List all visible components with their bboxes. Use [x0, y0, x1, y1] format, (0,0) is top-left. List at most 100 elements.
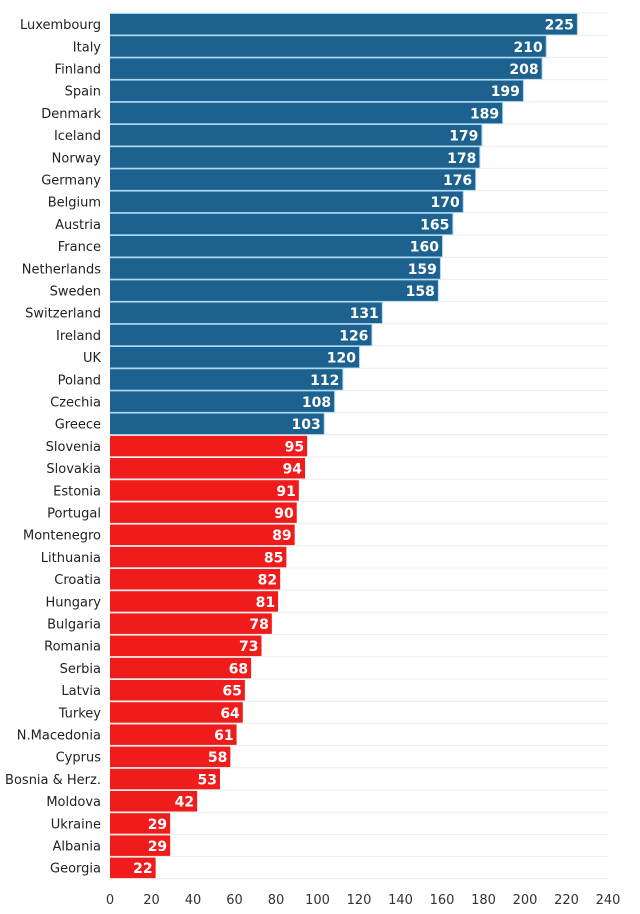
data-label: 210 [514, 40, 543, 56]
data-label: 176 [443, 173, 472, 189]
data-label: 179 [449, 129, 478, 145]
bar [110, 480, 299, 501]
category-label: Croatia [54, 573, 101, 588]
data-label: 131 [350, 306, 379, 322]
bar [110, 524, 295, 546]
category-label: Bosnia & Herz. [5, 773, 101, 788]
bar [110, 857, 156, 879]
bar [110, 302, 382, 324]
data-label: 108 [302, 395, 331, 411]
data-label: 158 [406, 284, 435, 300]
bar [110, 502, 297, 523]
x-tick-label: 120 [347, 893, 372, 908]
bar [110, 391, 335, 412]
x-tick-label: 20 [143, 893, 160, 908]
x-tick-label: 60 [226, 893, 243, 908]
bar [110, 413, 324, 435]
data-label: 126 [339, 328, 368, 344]
x-tick-label: 220 [554, 893, 579, 908]
category-label: Slovakia [46, 462, 101, 477]
data-label: 120 [327, 351, 356, 367]
category-label: Poland [58, 373, 101, 388]
x-tick-label: 100 [305, 893, 330, 908]
data-label: 78 [249, 617, 268, 633]
bar [110, 435, 308, 457]
data-label: 61 [214, 728, 233, 744]
x-tick-label: 200 [513, 893, 538, 908]
category-label: Greece [55, 418, 101, 433]
bar [110, 213, 453, 235]
bar [110, 635, 262, 657]
data-label: 29 [148, 839, 167, 855]
data-label: 65 [222, 684, 241, 700]
bar [110, 813, 171, 834]
category-label: Portugal [47, 507, 101, 522]
category-label: Montenegro [23, 529, 101, 544]
bar [110, 746, 231, 768]
data-label: 73 [239, 639, 258, 655]
x-tick-label: 180 [471, 893, 496, 908]
bar [110, 147, 480, 168]
bar [110, 569, 281, 590]
data-label: 94 [283, 462, 303, 478]
bar [110, 169, 476, 190]
category-label: Spain [65, 85, 101, 100]
bar [110, 236, 442, 257]
category-label: Sweden [50, 285, 101, 300]
data-label: 165 [420, 217, 449, 233]
x-tick-label: 240 [596, 893, 621, 908]
data-label: 160 [410, 240, 439, 256]
data-label: 85 [264, 550, 283, 566]
category-label: Switzerland [25, 307, 101, 322]
category-label: Hungary [45, 595, 101, 610]
category-label: Ireland [56, 329, 101, 344]
category-label: Czechia [50, 396, 101, 411]
bar [110, 102, 503, 124]
category-label: Slovenia [46, 440, 101, 455]
bar [110, 125, 482, 146]
bar [110, 724, 237, 745]
data-label: 95 [285, 439, 304, 455]
category-label: Netherlands [22, 262, 101, 277]
bar [110, 191, 463, 213]
category-label: Serbia [60, 662, 101, 677]
data-label: 64 [220, 706, 240, 722]
category-label: Romania [44, 640, 101, 655]
bar [110, 58, 542, 79]
category-label: N.Macedonia [17, 729, 101, 744]
bar [110, 546, 287, 568]
x-tick-label: 160 [430, 893, 455, 908]
category-label: Cyprus [56, 751, 102, 766]
bar [110, 680, 245, 701]
x-tick-label: 140 [388, 893, 413, 908]
category-label: Georgia [50, 862, 101, 877]
data-label: 58 [208, 750, 227, 766]
bar [110, 458, 306, 479]
bar [110, 258, 440, 279]
data-label: 170 [431, 195, 460, 211]
data-label: 225 [545, 18, 574, 34]
bar [110, 591, 279, 612]
bar [110, 347, 359, 368]
data-label: 90 [274, 506, 294, 522]
category-label: Luxembourg [20, 18, 101, 33]
data-label: 89 [272, 528, 291, 544]
bar [110, 657, 252, 679]
data-label: 91 [276, 484, 295, 500]
bar [110, 835, 171, 856]
data-label: 199 [491, 84, 520, 100]
category-label: Iceland [54, 129, 101, 144]
category-label: Austria [55, 218, 101, 233]
data-label: 82 [258, 573, 277, 589]
data-label: 159 [408, 262, 437, 278]
category-label: Finland [55, 63, 101, 78]
category-label: Albania [52, 840, 101, 855]
bar [110, 280, 438, 301]
category-label: Bulgaria [47, 618, 101, 633]
category-label: Belgium [48, 196, 101, 211]
category-label: Italy [73, 40, 102, 55]
category-label: Latvia [61, 684, 101, 699]
category-label: Estonia [53, 484, 101, 499]
category-label: Lithuania [41, 551, 101, 566]
data-label: 42 [175, 795, 194, 811]
